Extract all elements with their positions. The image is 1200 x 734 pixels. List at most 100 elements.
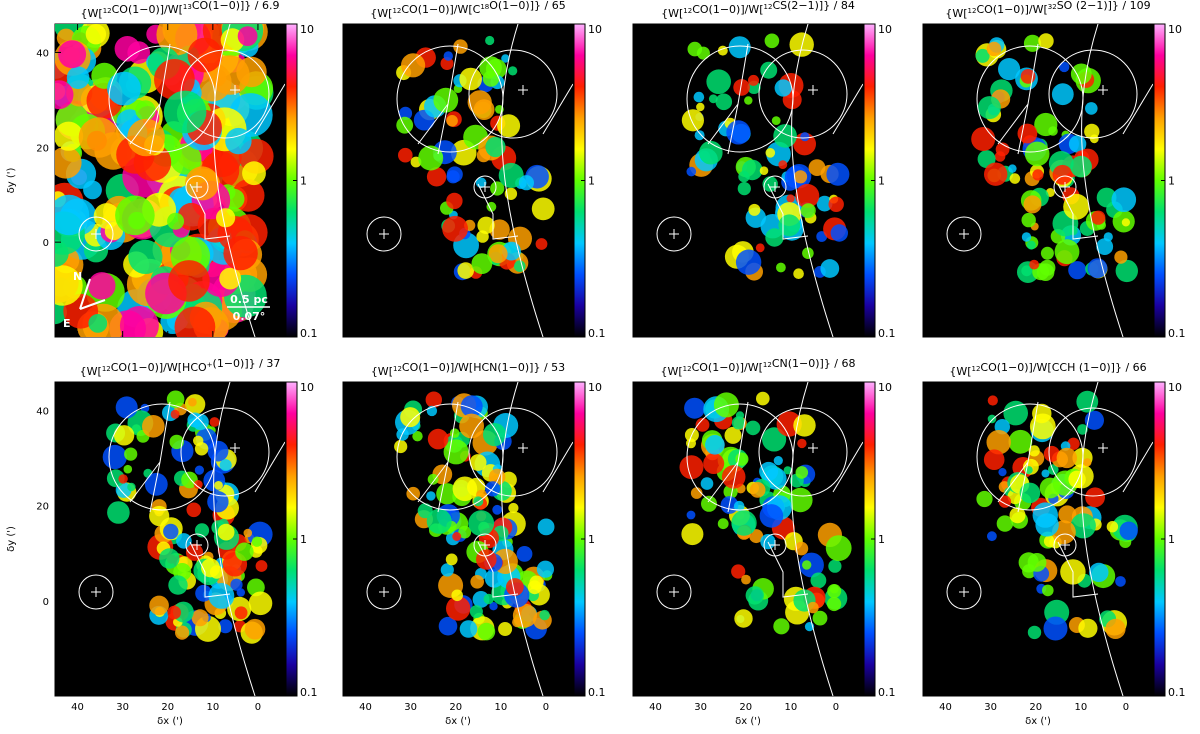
title-title_prefix: {W[ <box>660 365 682 378</box>
emission-blob <box>93 203 120 229</box>
emission-blob <box>701 495 717 512</box>
emission-blob <box>400 407 421 428</box>
ticks <box>923 24 1127 337</box>
colorbar-tick-label: 0.1 <box>1168 686 1186 699</box>
title-mol1: CO(1−0)]/W[ <box>692 3 763 16</box>
x-tick-label: 20 <box>161 702 174 713</box>
emission-blob <box>244 618 266 640</box>
emission-blob <box>1119 521 1138 540</box>
title-iso1: 12 <box>103 7 112 15</box>
position-cross <box>669 229 679 239</box>
emission-blob <box>774 79 792 97</box>
position-cross <box>770 182 780 192</box>
boundary-line <box>254 441 285 493</box>
emission-blob <box>1096 187 1117 208</box>
beam-circle-small <box>656 574 692 610</box>
y-tick-label: 0 <box>43 238 49 249</box>
x-tick-label: 40 <box>71 702 84 713</box>
emission-blob <box>1067 437 1080 450</box>
filament-contour <box>707 43 749 155</box>
title-divisor: / 66 <box>1122 361 1147 374</box>
x-tick-label: 20 <box>449 702 462 713</box>
boundary-line <box>1122 83 1153 135</box>
emission-blob <box>255 560 268 572</box>
emission-blob <box>396 116 414 134</box>
title-title_prefix: {W[ <box>81 7 103 20</box>
emission-blob <box>501 54 510 63</box>
title-mol1: CO(1−0)]/W[ <box>112 3 183 16</box>
x-tick-label: 10 <box>1074 702 1087 713</box>
title-divisor: / 84 <box>830 0 855 12</box>
emission-blob <box>512 603 537 628</box>
emission-blob <box>690 487 703 499</box>
title-mol2: CS(2−1)]} <box>772 0 830 12</box>
emission-blob <box>1009 173 1021 184</box>
title-title_prefix: {W[ <box>371 365 393 378</box>
emission-blob <box>724 426 742 444</box>
emission-blob <box>699 140 723 165</box>
position-cross <box>230 443 240 453</box>
title-iso1: 12 <box>392 7 401 15</box>
emission-blob <box>715 93 733 111</box>
title-title_prefix: {W[ <box>949 365 971 378</box>
emission-blob <box>426 491 436 501</box>
emission-blob <box>1085 102 1098 115</box>
emission-blob <box>1054 239 1080 265</box>
colorbar-tick-label: 1 <box>1168 533 1175 546</box>
emission-blob <box>830 224 848 242</box>
emission-blob <box>452 476 478 502</box>
emission-blob <box>1042 584 1054 597</box>
emission-blob <box>741 574 751 585</box>
emission-blob <box>181 471 198 489</box>
emission-blob <box>107 501 130 524</box>
emission-blob <box>78 117 120 158</box>
emission-blob <box>443 439 469 465</box>
emission-blob <box>986 430 1011 455</box>
overlay <box>78 24 285 337</box>
emission-blob <box>778 160 788 170</box>
beam-circle-right <box>468 407 558 497</box>
boundary-line <box>832 441 863 493</box>
emission-blob <box>446 596 471 621</box>
emission-blob <box>482 70 500 87</box>
emission-blob <box>485 35 495 46</box>
emission-blob <box>700 477 714 490</box>
emission-blob <box>102 444 127 470</box>
emission-blob <box>998 495 1012 508</box>
title-iso2: 13 <box>183 3 192 11</box>
emission-blob <box>469 605 483 619</box>
title-divisor: / 109 <box>1119 0 1151 12</box>
emission-blob <box>433 87 459 113</box>
panel-1: 40 20 0 δy (') {W[12CO(1−0)]/W[13CO(1−0)]} /… <box>6 0 318 340</box>
emission-blob <box>506 578 524 596</box>
position-cross <box>230 85 240 95</box>
boundary-curve <box>1081 24 1124 337</box>
panel-title: {W[12CO(1−0)]/W[12CS(2−1)]} / 84 <box>661 0 855 20</box>
emission-blob <box>225 127 252 155</box>
colorbar-tick-label: 1 <box>300 533 307 546</box>
emission-blob <box>394 439 408 454</box>
title-divisor: / 6.9 <box>251 0 279 12</box>
emission-blob <box>1023 195 1042 214</box>
emission-blob <box>127 482 136 492</box>
title-iso2: 12 <box>763 361 772 369</box>
emission-blob <box>984 162 1008 186</box>
emission-blob <box>55 194 90 236</box>
emission-blob <box>175 625 190 640</box>
emission-blob <box>1121 218 1130 227</box>
emission-blob <box>127 118 165 157</box>
emission-blob <box>185 543 204 561</box>
emission-blob <box>766 141 791 167</box>
title-mol2: O(1−0)]} <box>489 0 541 12</box>
emission-blob <box>733 500 745 512</box>
emission-blob <box>987 531 997 542</box>
x-tick-label: 10 <box>784 702 797 713</box>
emission-blob <box>687 41 703 57</box>
emission-blob <box>771 116 781 125</box>
emission-blob <box>826 162 850 186</box>
emission-blob <box>828 559 842 573</box>
panel-4: {W[12CO(1−0)]/W[32SO (2−1)]} / 109 10 1 0.1 <box>922 0 1186 340</box>
emission-blob <box>759 504 784 528</box>
emission-blob <box>418 145 444 171</box>
